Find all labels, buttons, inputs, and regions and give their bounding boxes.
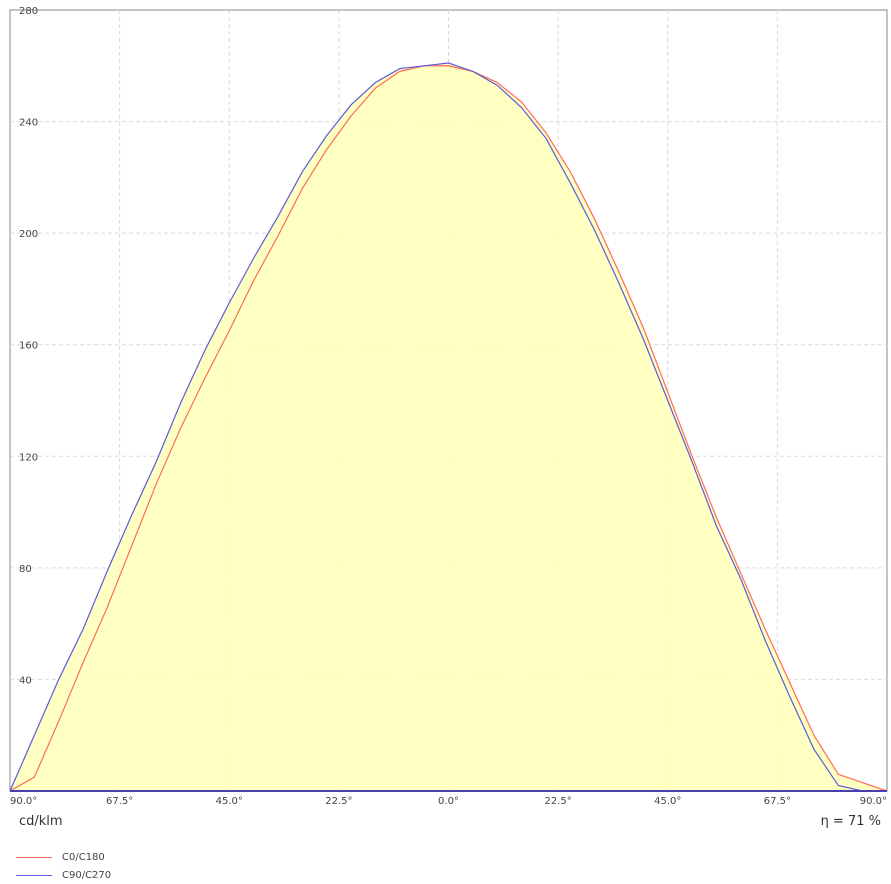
x-tick-label: 45.0° <box>216 796 243 807</box>
x-tick-label: 90.0° <box>860 796 887 807</box>
series-line-c90-c270 <box>9 62 887 792</box>
legend-swatch-c0-c180 <box>16 856 52 858</box>
series-layer <box>9 62 888 792</box>
y-tick-label: 280 <box>19 6 38 17</box>
x-tick-label: 90.0° <box>10 796 37 807</box>
x-tick-label: 67.5° <box>106 796 133 807</box>
legend-item-c90-c270: C90/C270 <box>16 866 111 884</box>
axis-layer: 40 80 120 160 200 240 280 90.0° 67.5° 45.0° 22.5° 0… <box>10 6 887 807</box>
x-tick-label: 67.5° <box>764 796 791 807</box>
y-tick-label: 40 <box>19 675 32 686</box>
x-tick-label: 0.0° <box>438 796 459 807</box>
y-tick-label: 80 <box>19 564 32 575</box>
legend-item-c0-c180: C0/C180 <box>16 848 111 866</box>
y-tick-label: 200 <box>19 229 38 240</box>
series-line-c0-c180 <box>9 65 888 792</box>
x-tick-label: 22.5° <box>544 796 571 807</box>
efficiency-label: η = 71 % <box>820 814 881 829</box>
legend-label: C0/C180 <box>62 851 105 863</box>
legend-label: C90/C270 <box>62 869 112 881</box>
x-tick-label: 45.0° <box>654 796 681 807</box>
y-tick-label: 240 <box>19 118 38 129</box>
y-tick-label: 120 <box>19 452 38 463</box>
legend: C0/C180 C90/C270 <box>16 848 111 884</box>
x-tick-label: 22.5° <box>325 796 352 807</box>
legend-swatch-c90-c270 <box>16 874 52 876</box>
unit-label: cd/klm <box>19 814 63 829</box>
area-fill <box>10 62 887 791</box>
y-tick-label: 160 <box>19 341 38 352</box>
